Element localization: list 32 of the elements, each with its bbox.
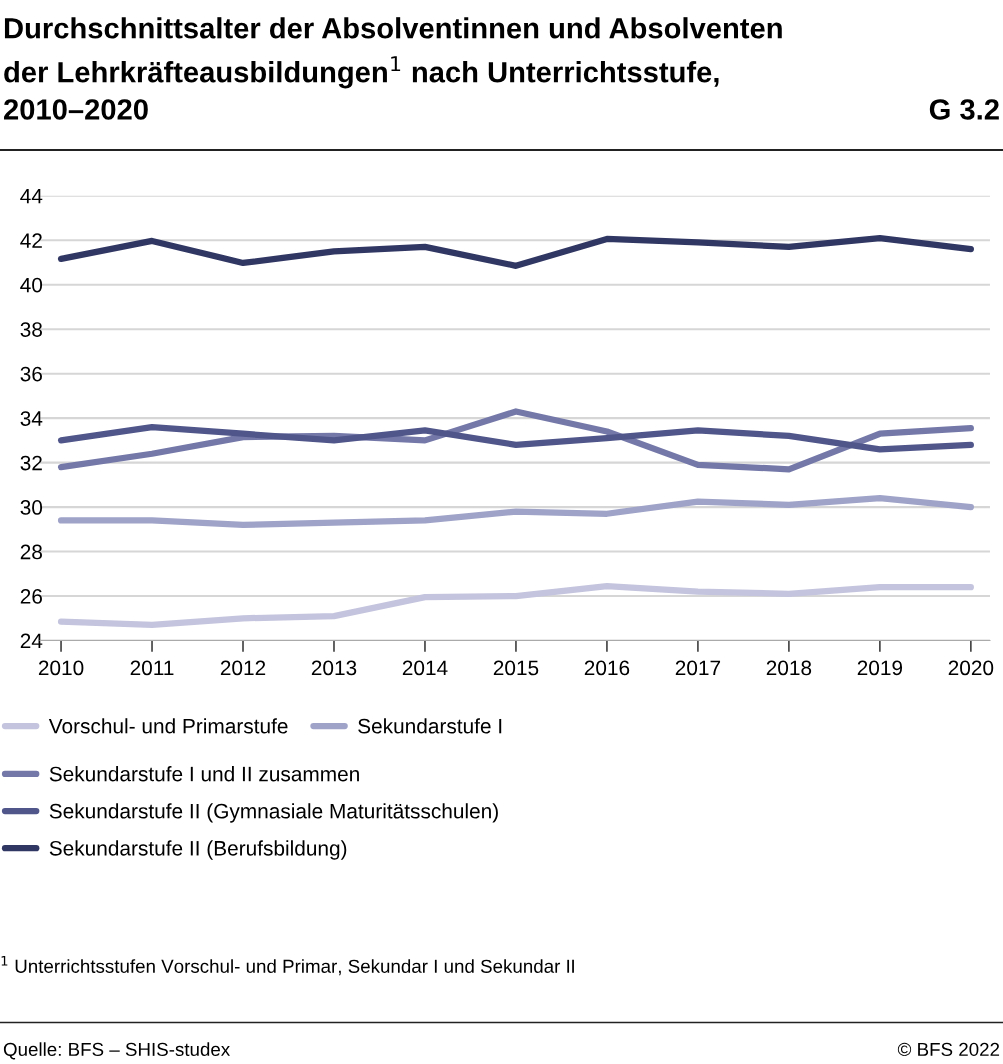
x-tick-label: 2018 (766, 660, 812, 676)
legend-label: Sekundarstufe II (Berufsbildung) (49, 840, 347, 860)
y-tick-label: 28 (20, 544, 42, 560)
x-tick-label: 2011 (130, 660, 174, 676)
y-tick-label: 38 (20, 322, 42, 337)
x-tick-label: 2012 (220, 660, 266, 676)
x-tick-label: 2014 (402, 660, 448, 676)
y-tick-label: 44 (20, 188, 43, 204)
text: G 3.2 (929, 99, 999, 120)
legend-label: Vorschul- und Primarstufe (48, 718, 288, 734)
y-tick-label: 42 (20, 233, 42, 248)
legend-label: Sekundarstufe II (Gymnasiale Maturitätsschulen) (49, 803, 498, 823)
y-tick-label: 32 (20, 455, 42, 471)
text: $^{1}$ Unterrichtsstufen Vorschul- und Primar, Sekundar I und Sekundar II (1, 955, 574, 976)
chart-title: Durchschnittsalter der Absolventinnen und Absolventen der Lehrkräfteausbildungen$^{1}$ nach Unterrichtsstufe, 2010–2020 (4, 17, 782, 120)
text: © BFS 2022 (897, 1042, 1000, 1057)
y-tick-label: 36 (20, 366, 42, 382)
x-tick-label: 2013 (311, 660, 357, 676)
source-note: Quelle: BFS – SHIS-studex (3, 1042, 230, 1060)
x-tick-label: 2016 (584, 660, 630, 676)
y-tick-label: 30 (20, 500, 43, 515)
y-tick-label: 24 (20, 633, 43, 649)
y-tick-label: 34 (20, 411, 43, 426)
x-tick-label: 2017 (675, 660, 721, 676)
y-tick-label: 40 (20, 277, 43, 293)
y-tick-label: 26 (20, 589, 42, 604)
legend-label: Sekundarstufe I und II zusammen (49, 766, 359, 782)
legend-label: Sekundarstufe I (358, 718, 502, 734)
x-tick-label: 2015 (493, 660, 539, 676)
x-tick-label: 2019 (857, 660, 903, 676)
x-tick-label: 2010 (38, 660, 84, 676)
x-tick-label: 2020 (948, 660, 994, 676)
